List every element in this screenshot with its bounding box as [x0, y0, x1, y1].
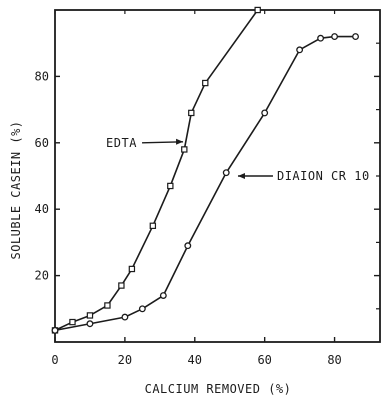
x-axis-label: CALCIUM REMOVED (%): [145, 382, 292, 396]
data-point-circle: [51, 326, 59, 334]
x-tick-label: 80: [327, 353, 341, 367]
y-axis-label: SOLUBLE CASEIN (%): [9, 120, 23, 259]
data-point-square: [69, 318, 76, 326]
data-point-square: [167, 182, 174, 190]
data-point-square: [254, 6, 261, 14]
annotation-diaion-arrow-head: [237, 173, 245, 179]
series-layer: [51, 6, 359, 334]
y-tick-label: 60: [35, 136, 49, 150]
data-point-square: [188, 109, 195, 117]
data-point-circle: [317, 34, 325, 42]
data-point-circle: [86, 320, 94, 328]
annotation-layer: EDTA DIAION CR 10: [106, 136, 370, 183]
y-tick-label: 40: [35, 202, 49, 216]
data-point-circle: [352, 33, 359, 41]
data-point-square: [86, 312, 94, 319]
data-point-circle: [222, 169, 230, 177]
data-point-circle: [331, 33, 339, 41]
data-point-square: [128, 265, 136, 273]
ticks-layer: 0 20 40 60 80 20 40 60 80: [35, 10, 380, 367]
y-tick-label: 80: [35, 69, 49, 83]
annotation-edta: EDTA: [106, 136, 137, 150]
data-point-square: [181, 146, 188, 153]
x-tick-label: 0: [51, 353, 58, 367]
data-point-circle: [138, 305, 146, 313]
data-point-circle: [296, 46, 304, 54]
y-tick-label: 20: [35, 269, 49, 283]
data-point-square: [202, 79, 209, 87]
x-tick-label: 40: [188, 353, 202, 367]
data-point-circle: [159, 292, 167, 299]
data-point-square: [149, 222, 157, 229]
data-point-circle: [121, 313, 129, 321]
data-point-square: [118, 282, 125, 289]
data-point-circle: [184, 242, 192, 250]
annotation-diaion: DIAION CR 10: [277, 169, 370, 183]
data-point-circle: [261, 109, 269, 117]
data-point-square: [104, 302, 111, 309]
x-tick-label: 20: [118, 353, 132, 367]
annotation-edta-arrow-head: [176, 138, 184, 145]
x-tick-label: 60: [257, 353, 271, 367]
